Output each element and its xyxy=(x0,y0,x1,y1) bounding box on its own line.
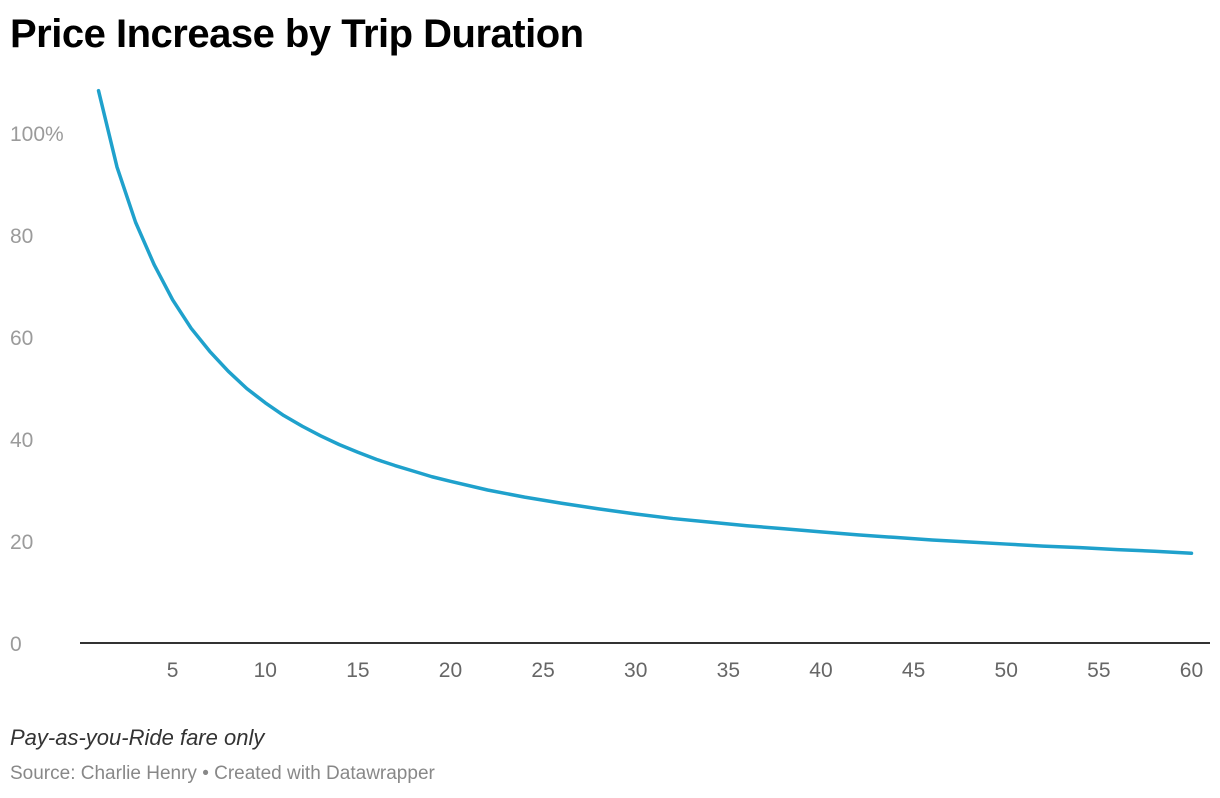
x-tick-label: 10 xyxy=(254,659,277,682)
x-tick-label: 35 xyxy=(717,659,740,682)
x-tick-label: 20 xyxy=(439,659,462,682)
y-tick-label: 0 xyxy=(10,633,22,656)
chart-title: Price Increase by Trip Duration xyxy=(10,12,584,56)
x-tick-label: 25 xyxy=(531,659,554,682)
chart-source: Source: Charlie Henry • Created with Dat… xyxy=(10,763,435,784)
y-tick-label: 20 xyxy=(10,531,33,554)
series-group xyxy=(96,88,1194,555)
x-axis: 5 10 15 20 25 30 35 40 45 50 55 60 xyxy=(167,659,1203,682)
y-tick-label: 60 xyxy=(10,327,33,350)
chart-note: Pay-as-you-Ride fare only xyxy=(10,725,265,750)
y-tick-label: 80 xyxy=(10,225,33,248)
x-tick-label: 50 xyxy=(995,659,1018,682)
x-tick-label: 15 xyxy=(346,659,369,682)
x-tick-label: 60 xyxy=(1180,659,1203,682)
y-tick-label: 40 xyxy=(10,429,33,452)
y-tick-label: 100% xyxy=(10,123,64,146)
x-tick-label: 30 xyxy=(624,659,647,682)
y-axis: 0 20 40 60 80 100% xyxy=(10,123,64,656)
x-tick-label: 40 xyxy=(809,659,832,682)
series-line-0 xyxy=(96,88,1194,555)
x-tick-label: 55 xyxy=(1087,659,1110,682)
x-tick-label: 5 xyxy=(167,659,179,682)
x-tick-label: 45 xyxy=(902,659,925,682)
